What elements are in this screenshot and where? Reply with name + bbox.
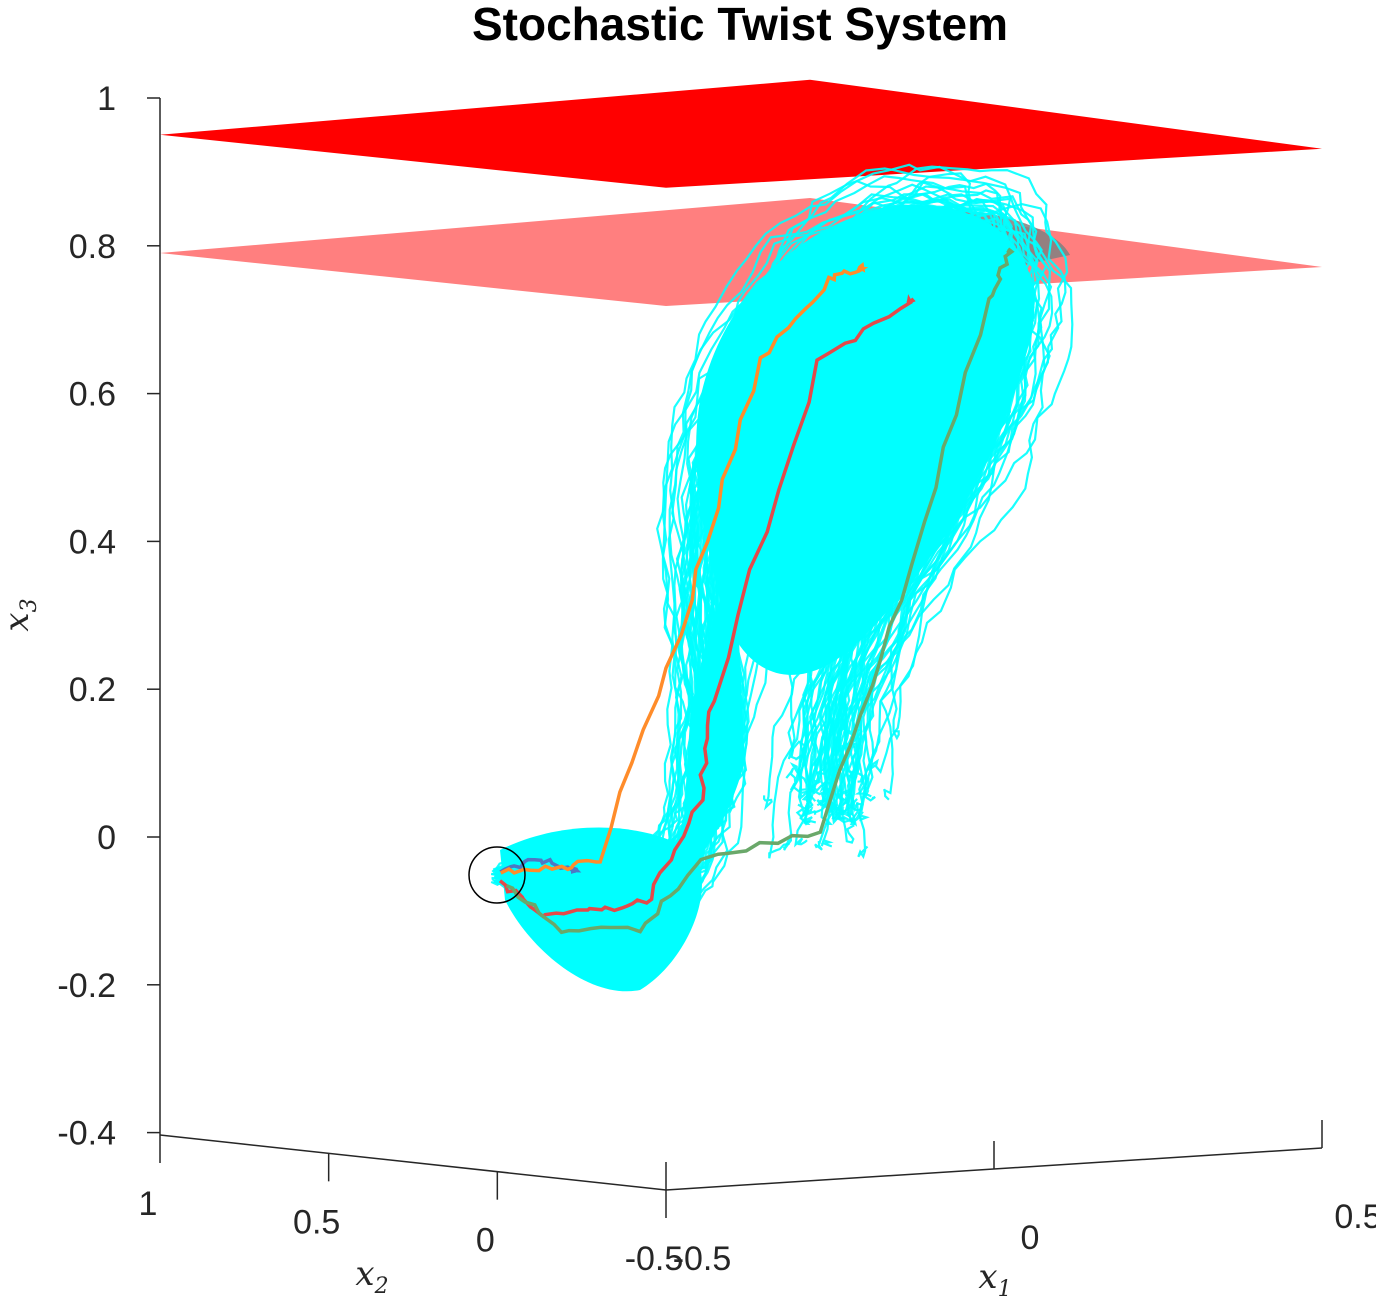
threshold-planes (160, 79, 1322, 307)
x1-tick-label: 0.5 (1334, 1198, 1376, 1236)
x2-tick-label: 0.5 (293, 1203, 340, 1241)
highlighted-path (505, 247, 1015, 935)
x3-axis-label: x3 (0, 598, 42, 631)
x1-tick-label: -0.5 (673, 1240, 732, 1278)
x2-tick-label: 0 (476, 1222, 495, 1260)
x3-tick-label: 0.6 (69, 376, 116, 414)
x2-axis-line (159, 1134, 667, 1191)
x2-axis-label: x2 (355, 1254, 388, 1298)
x3-tick-label: 0.2 (69, 671, 116, 709)
start-marker-circle (468, 846, 526, 904)
x3-tick-label: 0 (97, 819, 116, 857)
ensemble-cloud-neck (680, 560, 745, 880)
highlighted-path (499, 857, 582, 874)
x3-tick-label: -0.2 (57, 967, 116, 1005)
x1-tick-label: 0 (1021, 1219, 1040, 1257)
highlighted-paths (498, 247, 1015, 935)
x3-tick-label: 0.8 (69, 228, 116, 266)
x2-tick-label: 1 (139, 1185, 158, 1223)
highlighted-path (498, 294, 916, 919)
chart-title: Stochastic Twist System (472, 0, 1008, 50)
plane-x3-0.98 (160, 79, 1322, 188)
x3-tick-label: 1 (97, 80, 116, 118)
plane-x3-0.82 (160, 198, 1322, 307)
axes: -0.4 -0.2 0 0.2 0.4 0.6 0.8 1 -0.5 0 0.5 1 -0.5 0 0.5 (57, 80, 1376, 1278)
x3-tick-label: 0.4 (69, 523, 116, 561)
x2-tick-label: -0.5 (625, 1240, 684, 1278)
highlighted-path (500, 261, 869, 875)
x3-tick-label: -0.4 (57, 1115, 116, 1153)
x1-axis-label: x1 (978, 1257, 1011, 1298)
ensemble-cloud-upper (696, 204, 1035, 675)
